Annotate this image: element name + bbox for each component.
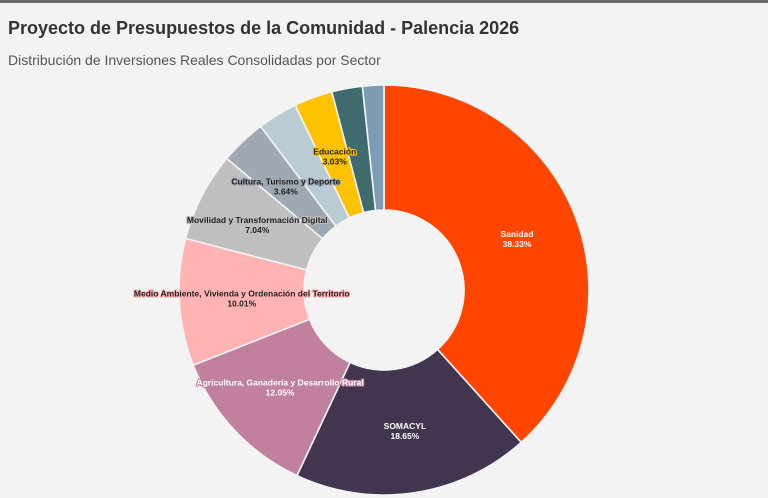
slice-label-cultura-turismo-y-deporte: Cultura, Turismo y Deporte 3.64% [231, 177, 340, 197]
slice-sanidad[interactable] [383, 84, 590, 444]
top-border [0, 0, 768, 3]
slice-unlabeled-9[interactable] [361, 84, 385, 212]
slice-agricultura-ganaderia-y-desarrollo-rural[interactable] [192, 318, 351, 477]
slice-somacyl[interactable] [296, 348, 523, 496]
donut-labels: Sanidad 38.33% SOMACYL 18.65% Agricultura, G… [133, 145, 535, 442]
chart-subtitle: Distribución de Inversiones Reales Conso… [8, 52, 381, 68]
chart-title: Proyecto de Presupuestos de la Comunidad… [8, 18, 520, 38]
donut-slices [178, 84, 590, 496]
slice-label-medio-ambiente-vivienda-y-ordenacion-del-territorio: Medio Ambiente, Vivienda y Ordenación de… [134, 289, 350, 309]
slice-label-somacyl: SOMACYL 18.65% [384, 421, 427, 441]
slice-label-movilidad-y-transformacion-digital: Movilidad y Transformación Digital 7.04% [187, 215, 328, 235]
slice-label-agricultura-ganaderia-y-desarrollo-rural: Agricultura, Ganadería y Desarrollo Rura… [196, 378, 363, 398]
slice-label-sanidad: Sanidad 38.33% [500, 229, 533, 249]
slice-label-educacion: Educación 3.03% [313, 146, 356, 166]
